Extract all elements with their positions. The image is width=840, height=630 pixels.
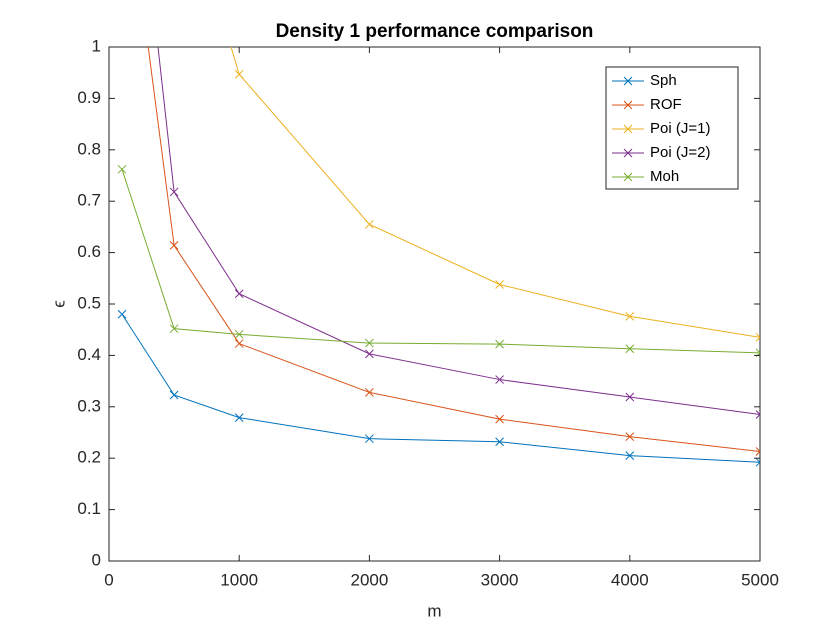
legend-label: Poi (J=1) (650, 120, 710, 137)
x-tick-label: 5000 (741, 570, 779, 589)
data-point (117, 164, 127, 174)
legend-label: Poi (J=2) (650, 144, 710, 161)
data-point (365, 434, 374, 444)
legend-marker (623, 172, 633, 182)
data-point (495, 339, 504, 349)
y-tick-label: 1 (92, 36, 101, 55)
data-point (365, 349, 374, 359)
data-point (625, 311, 635, 321)
y-tick-label: 0.1 (77, 499, 101, 518)
y-tick-label: 0.7 (77, 191, 101, 210)
y-tick-label: 0.3 (77, 396, 101, 415)
legend-label: Sph (650, 72, 677, 89)
data-point (169, 324, 179, 334)
data-point (365, 388, 374, 397)
data-point (169, 390, 179, 400)
y-tick-label: 0.9 (77, 88, 101, 107)
y-tick-label: 0.6 (77, 242, 101, 261)
data-point (234, 329, 244, 339)
data-point (495, 437, 504, 447)
y-tick-label: 0.8 (77, 139, 101, 158)
legend-marker (623, 148, 633, 158)
data-point (234, 289, 244, 299)
data-point (169, 187, 179, 197)
y-tick-label: 0.5 (77, 293, 101, 312)
data-point (755, 457, 760, 467)
legend-box (605, 66, 739, 190)
data-point (234, 69, 244, 79)
data-point (625, 344, 635, 354)
legend-marker (623, 76, 633, 86)
y-axis-label: ϵ (49, 300, 68, 308)
legend-label: ROF (650, 96, 682, 113)
x-axis-label: m (427, 601, 441, 620)
data-point (755, 447, 760, 456)
y-tick-label: 0.2 (77, 448, 101, 467)
data-point (495, 414, 504, 424)
data-point (625, 451, 635, 460)
data-point (625, 432, 635, 441)
legend-label: Moh (650, 168, 679, 185)
x-tick-label: 2000 (350, 570, 388, 589)
legend-marker (623, 100, 633, 110)
data-point (495, 375, 504, 384)
data-point (169, 241, 179, 250)
data-point (234, 413, 244, 422)
y-tick-label: 0.4 (77, 345, 101, 364)
data-point (365, 338, 374, 348)
data-point (365, 219, 374, 229)
x-tick-label: 4000 (611, 570, 649, 589)
plot-lines (117, 47, 760, 467)
x-tick-label: 0 (104, 570, 113, 589)
y-tick-label: 0 (92, 550, 101, 569)
data-point (755, 333, 760, 342)
data-point (755, 410, 760, 419)
data-point (625, 392, 635, 402)
data-point (117, 309, 127, 319)
legend-marker (623, 124, 633, 134)
x-tick-label: 1000 (220, 570, 258, 589)
data-point (234, 339, 244, 348)
data-point (495, 280, 504, 289)
x-tick-label: 3000 (481, 570, 519, 589)
chart-title: Density 1 performance comparison (276, 21, 594, 42)
